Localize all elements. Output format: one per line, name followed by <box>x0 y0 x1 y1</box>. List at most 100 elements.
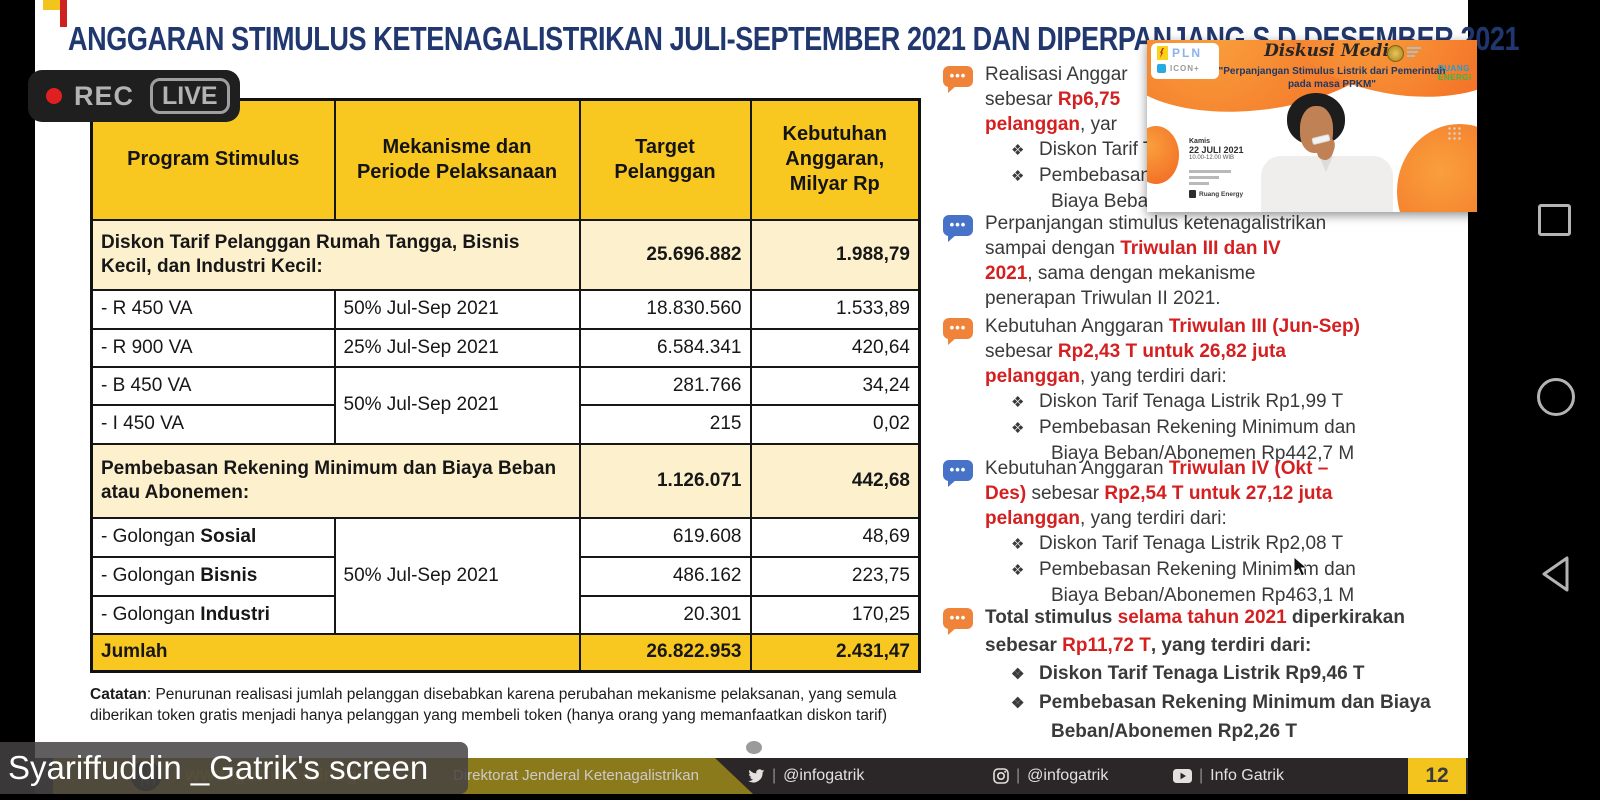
bullet-line: ❖ Diskon Tarif Tenaga Listrik Rp9,46 T <box>985 660 1460 689</box>
bullet-line: ❖ Diskon Tarif Tenaga Listrik Rp2,08 T <box>985 531 1460 557</box>
slide-corner-yellow-mark <box>43 0 63 10</box>
table-total-row: Jumlah 26.822.953 2.431,47 <box>90 632 921 673</box>
row-target: 281.766 <box>578 365 752 406</box>
row-anggaran: 48,69 <box>749 516 921 558</box>
row-label: - B 450 VA <box>90 365 336 406</box>
row-anggaran: 2.431,47 <box>749 632 921 673</box>
row-mekanisme: 25% Jul-Sep 2021 <box>333 327 581 368</box>
bag-icon <box>1189 190 1196 198</box>
live-badge: LIVE <box>150 78 230 114</box>
bullet-item: ••• Realisasi Anggar sebesar Rp6,75 pelangg… <box>940 62 1460 214</box>
bullet-line: pelanggan, yang terdiri dari: <box>985 366 1227 387</box>
row-mekanisme: 50% Jul-Sep 2021 <box>333 365 581 445</box>
bullet-item: ••• Total stimulus selama tahun 2021 dipe… <box>940 604 1460 746</box>
home-button[interactable] <box>1537 378 1575 416</box>
chat-bubble-icon: ••• <box>943 66 973 87</box>
row-target: 18.830.560 <box>578 288 752 330</box>
dot-grid-decor <box>1447 126 1463 142</box>
diamond-bullet-icon: ❖ <box>1011 142 1025 159</box>
row-anggaran: 0,02 <box>749 403 921 445</box>
twitter-icon <box>748 768 765 782</box>
stimulus-table: Program Stimulus Mekanisme dan Periode P… <box>90 98 921 673</box>
bullet-line: Beban/Abonemen Rp2,26 T <box>1051 721 1297 742</box>
row-target: 26.822.953 <box>578 632 752 673</box>
webcam-overlay: PLN ICON+ Diskusi Media "Perpanjangan St… <box>1147 40 1477 212</box>
bullet-item: ••• Kebutuhan Anggaran Triwulan IV (Okt –… <box>940 456 1460 608</box>
row-target: 215 <box>578 403 752 445</box>
bullet-line: Kebutuhan Anggaran Triwulan III (Jun-Sep… <box>985 316 1360 337</box>
channel-tag: Ruang Energy <box>1189 190 1243 198</box>
table-row: - Golongan Industri 20.301 170,25 <box>90 594 921 635</box>
diamond-bullet-icon: ❖ <box>1011 666 1025 683</box>
row-anggaran: 34,24 <box>749 365 921 406</box>
twitter-handle: @infogatrik <box>783 767 865 784</box>
row-anggaran: 223,75 <box>749 555 921 597</box>
youtube-channel: Info Gatrik <box>1210 767 1284 784</box>
bullet-line: ❖ Diskon Tarif Tenaga Listrik Rp1,99 T <box>985 389 1460 415</box>
bullet-line: Biaya Beban, <box>1051 191 1165 212</box>
table-row: - Golongan Sosial 50% Jul-Sep 2021 619.6… <box>90 516 921 635</box>
row-anggaran: 1.988,79 <box>749 218 921 291</box>
pln-lightning-icon <box>1157 46 1168 60</box>
row-label: Diskon Tarif Pelanggan Rumah Tangga, Bis… <box>90 218 581 291</box>
table-row: - Golongan Bisnis 486.162 223,75 <box>90 555 921 597</box>
ruang-energi-logo: RUANG ENERGI <box>1438 64 1472 82</box>
gray-dot-indicator <box>746 741 762 754</box>
row-target: 20.301 <box>578 594 752 635</box>
row-label: - R 450 VA <box>90 288 336 330</box>
footer-youtube: | Info Gatrik <box>1173 758 1284 794</box>
instagram-icon <box>993 768 1009 784</box>
chat-bubble-icon: ••• <box>943 215 973 236</box>
back-button[interactable] <box>1537 553 1575 595</box>
bullet-line: Biaya Beban/Abonemen Rp442,7 M <box>1051 443 1355 464</box>
row-anggaran: 420,64 <box>749 327 921 368</box>
row-label: - I 450 VA <box>90 403 336 445</box>
rec-live-badge: REC LIVE <box>28 70 240 122</box>
bullet-line: sebesar Rp2,43 T untuk 26,82 juta <box>985 341 1286 362</box>
bullet-line: Biaya Beban/Abonemen Rp463,1 M <box>1051 585 1355 606</box>
table-row: Pembebasan Rekening Minimum dan Biaya Be… <box>90 442 921 519</box>
col-header-mekanisme: Mekanisme dan Periode Pelaksanaan <box>333 98 581 221</box>
row-label: Jumlah <box>90 632 581 673</box>
iconplus-icon <box>1157 64 1166 73</box>
chat-bubble-icon: ••• <box>943 608 973 629</box>
bullet-line: sebesar Rp11,72 T, yang terdiri dari: <box>985 635 1312 656</box>
table-row: Diskon Tarif Pelanggan Rumah Tangga, Bis… <box>90 218 921 291</box>
diamond-bullet-icon: ❖ <box>1011 394 1025 411</box>
bullet-line: sebesar Rp6,75 <box>985 89 1121 110</box>
rec-label: REC <box>74 80 135 111</box>
bullet-line: Total stimulus selama tahun 2021 diperki… <box>985 607 1405 628</box>
diamond-bullet-icon: ❖ <box>1011 420 1025 437</box>
row-mekanisme: 50% Jul-Sep 2021 <box>333 288 581 330</box>
bullet-line: sampai dengan Triwulan III dan IV <box>985 238 1281 259</box>
page-number: 12 <box>1408 758 1466 794</box>
col-header-anggaran: Kebutuhan Anggaran, Milyar Rp <box>749 98 921 221</box>
row-target: 25.696.882 <box>578 218 752 291</box>
bullet-line: ❖ Pembebasan <box>985 163 1460 189</box>
orange-blob-decor <box>1147 126 1179 184</box>
recent-apps-button[interactable] <box>1538 204 1571 236</box>
bullet-line: Perpanjangan stimulus ketenagalistrikan <box>985 213 1327 234</box>
table-row: - R 450 VA 50% Jul-Sep 2021 18.830.560 1… <box>90 288 921 330</box>
bullet-line: 2021, sama dengan mekanisme <box>985 263 1256 284</box>
instagram-handle: @infogatrik <box>1027 767 1109 784</box>
row-anggaran: 1.533,89 <box>749 288 921 330</box>
row-label: - Golongan Bisnis <box>90 555 336 597</box>
slide-corner-red-mark <box>60 0 67 27</box>
event-subtitle: "Perpanjangan Stimulus Listrik dari Peme… <box>1218 66 1446 90</box>
row-target: 619.608 <box>578 516 752 558</box>
col-header-target: Target Pelanggan <box>578 98 752 221</box>
row-target: 6.584.341 <box>578 327 752 368</box>
footer-instagram: | @infogatrik <box>993 758 1108 794</box>
slide-footnote: Catatan: Penurunan realisasi jumlah pela… <box>90 686 897 724</box>
footer-twitter: | @infogatrik <box>747 758 864 794</box>
chat-bubble-icon: ••• <box>943 318 973 339</box>
orange-blob-decor <box>1397 124 1477 212</box>
bullet-item: ••• Kebutuhan Anggaran Triwulan III (Jun-… <box>940 314 1460 466</box>
mouse-cursor <box>1293 556 1309 577</box>
screen-share-label: Syariffuddin _Gatrik's screen <box>0 742 468 794</box>
footer-brand: Direktorat Jenderal Ketenagalistrikan <box>453 767 699 784</box>
bullet-line: pelanggan, yang terdiri dari: <box>985 508 1227 529</box>
bullet-line: ❖ Diskon Tarif T <box>985 137 1460 163</box>
